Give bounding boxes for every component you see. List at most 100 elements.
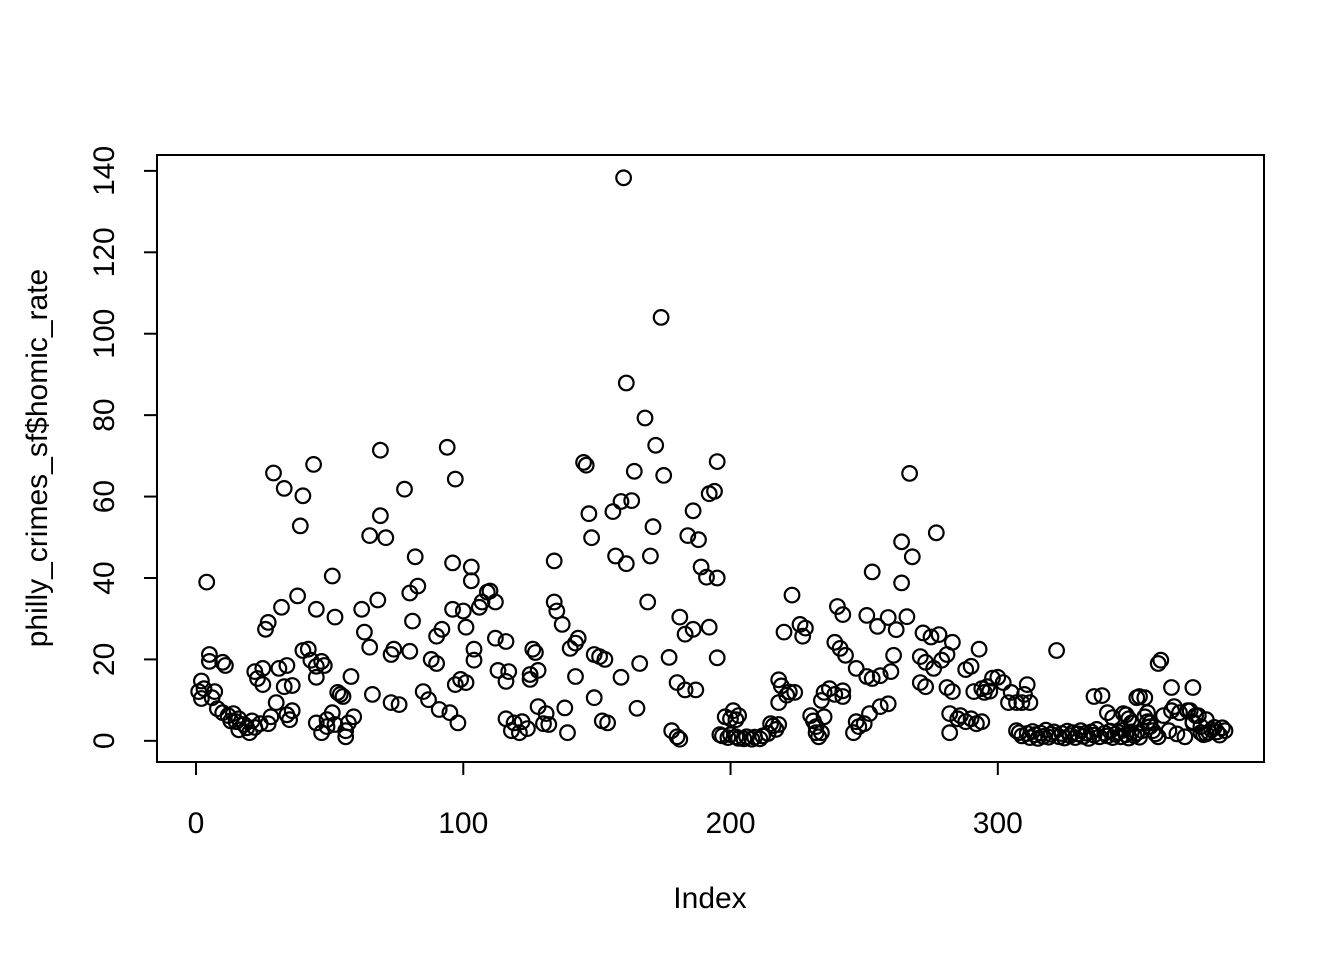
data-point bbox=[719, 729, 737, 746]
data-point bbox=[1048, 642, 1065, 659]
data-point bbox=[567, 668, 584, 685]
data-point bbox=[305, 456, 323, 473]
data-point bbox=[885, 646, 902, 664]
data-point bbox=[497, 633, 515, 650]
data-point bbox=[1122, 714, 1140, 732]
data-point bbox=[556, 699, 574, 717]
data-point bbox=[569, 629, 587, 647]
data-point bbox=[441, 704, 459, 722]
data-point bbox=[299, 640, 317, 658]
data-point bbox=[687, 681, 705, 699]
data-point bbox=[944, 683, 961, 700]
data-point bbox=[879, 695, 897, 713]
data-point bbox=[962, 657, 980, 675]
data-point bbox=[834, 606, 852, 623]
data-point bbox=[652, 309, 670, 326]
data-point bbox=[1171, 704, 1188, 722]
data-point bbox=[216, 657, 234, 674]
data-point bbox=[922, 628, 940, 646]
data-point bbox=[1085, 688, 1103, 705]
data-point bbox=[356, 623, 373, 641]
data-point bbox=[1000, 694, 1017, 711]
data-point bbox=[730, 730, 747, 747]
data-point bbox=[273, 598, 290, 616]
y-tick-label: 140 bbox=[88, 146, 121, 196]
data-point bbox=[933, 651, 951, 669]
data-point bbox=[382, 694, 400, 711]
data-point bbox=[444, 600, 462, 618]
data-point bbox=[869, 618, 886, 635]
data-point bbox=[259, 614, 277, 631]
data-point bbox=[815, 708, 833, 726]
data-point bbox=[642, 547, 659, 565]
data-point bbox=[879, 609, 897, 626]
data-point bbox=[676, 681, 694, 699]
data-point bbox=[524, 640, 542, 658]
data-point bbox=[326, 608, 344, 626]
data-point bbox=[607, 547, 624, 565]
data-point bbox=[270, 660, 288, 677]
data-point bbox=[291, 517, 309, 535]
data-point bbox=[500, 663, 518, 680]
data-point bbox=[438, 438, 456, 456]
data-point bbox=[813, 692, 830, 709]
data-point bbox=[224, 705, 242, 722]
data-point bbox=[671, 730, 689, 748]
y-axis: 0 20 40 60 80 100 120 140 bbox=[88, 146, 157, 749]
data-point bbox=[911, 648, 929, 665]
data-point bbox=[265, 464, 282, 482]
data-point bbox=[813, 724, 830, 742]
x-tick-label: 100 bbox=[438, 807, 488, 840]
data-point bbox=[871, 698, 889, 715]
data-point bbox=[519, 720, 536, 737]
data-point bbox=[585, 689, 603, 707]
y-tick-label: 100 bbox=[88, 309, 121, 359]
data-point bbox=[762, 715, 779, 733]
data-point bbox=[262, 708, 280, 726]
data-point bbox=[372, 507, 389, 525]
data-point bbox=[1184, 679, 1202, 696]
data-point bbox=[1213, 719, 1231, 737]
data-point bbox=[647, 436, 665, 454]
data-point bbox=[462, 572, 480, 590]
data-point bbox=[283, 702, 301, 720]
data-point bbox=[644, 518, 662, 536]
data-point bbox=[278, 657, 296, 674]
data-point bbox=[401, 642, 419, 660]
plot-border-box bbox=[156, 154, 1265, 763]
data-point bbox=[660, 649, 678, 666]
data-point bbox=[826, 686, 844, 703]
data-point bbox=[404, 612, 421, 630]
data-point bbox=[944, 633, 961, 651]
data-point bbox=[743, 730, 761, 748]
data-point bbox=[927, 524, 945, 542]
data-point bbox=[206, 683, 224, 700]
data-point bbox=[770, 716, 788, 733]
data-point bbox=[810, 728, 828, 746]
data-point bbox=[708, 569, 726, 587]
data-point bbox=[198, 573, 216, 591]
y-tick-label: 80 bbox=[88, 398, 121, 431]
data-point bbox=[457, 674, 475, 691]
data-point bbox=[834, 688, 852, 705]
data-point bbox=[698, 568, 715, 586]
data-point bbox=[692, 558, 710, 576]
data-point bbox=[361, 527, 379, 544]
data-point bbox=[583, 529, 600, 547]
data-point bbox=[313, 653, 331, 670]
data-point bbox=[989, 668, 1007, 686]
data-point bbox=[1163, 679, 1180, 696]
data-point bbox=[1149, 655, 1167, 672]
data-point bbox=[511, 724, 528, 742]
data-point bbox=[342, 668, 360, 685]
data-point bbox=[307, 600, 325, 618]
data-point bbox=[289, 587, 307, 605]
data-point bbox=[1139, 704, 1156, 722]
data-point bbox=[1160, 722, 1178, 740]
data-point bbox=[612, 668, 630, 686]
data-point bbox=[200, 646, 218, 663]
y-tick-label: 60 bbox=[88, 480, 121, 513]
data-point bbox=[527, 644, 544, 661]
data-point bbox=[1016, 686, 1033, 703]
data-point bbox=[970, 640, 988, 658]
